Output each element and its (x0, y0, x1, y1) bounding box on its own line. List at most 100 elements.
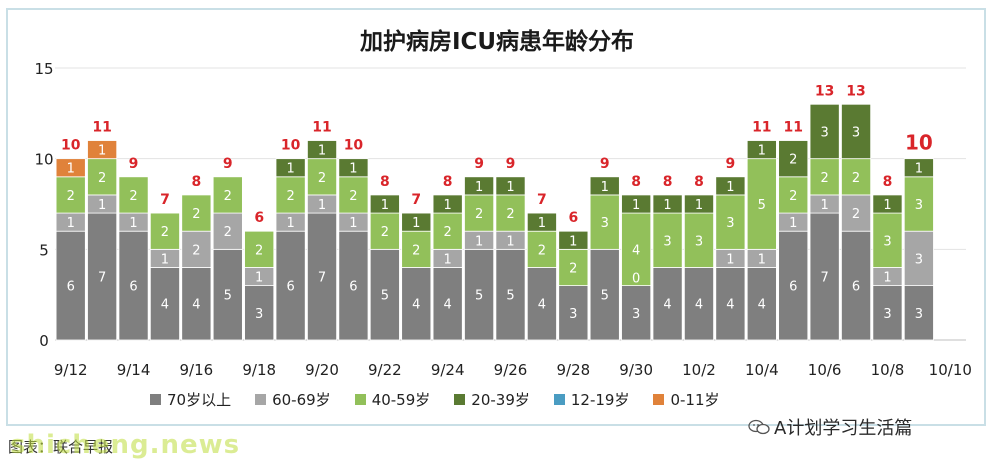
segment-label: 1 (726, 180, 734, 195)
segment-label: 1 (475, 234, 483, 249)
segment-label: 4 (192, 298, 200, 313)
segment-label: 2 (789, 153, 797, 168)
segment-label: 3 (852, 125, 860, 140)
segment-label: 2 (255, 243, 263, 258)
legend-label-0-11: 0-11岁 (670, 391, 720, 409)
segment-label: 1 (412, 216, 420, 231)
legend-label-60-69: 60-69岁 (272, 391, 331, 409)
total-label: 10 (344, 138, 364, 154)
chart-title: 加护病房ICU病患年龄分布 (359, 29, 635, 55)
segment-label: 6 (129, 280, 137, 295)
bar-segment (903, 230, 934, 286)
segment-label: 1 (161, 252, 169, 267)
legend: 70岁以上 60-69岁 40-59岁 20-39岁 12-19岁 0-11岁 (150, 389, 720, 410)
bar-segment (746, 140, 777, 160)
x-tick-label: 9/24 (431, 361, 465, 379)
segment-label: 1 (506, 234, 514, 249)
segment-label: 5 (758, 198, 766, 213)
segment-label: 2 (475, 207, 483, 222)
segment-label: 1 (569, 234, 577, 249)
segment-label: 4 (538, 298, 546, 313)
segment-label: 2 (381, 225, 389, 240)
bar-segment (872, 212, 903, 268)
segment-label: 4 (758, 298, 766, 313)
segment-label: 2 (286, 189, 294, 204)
legend-swatch-12-19 (553, 394, 565, 405)
segment-label: 1 (98, 144, 106, 159)
segment-label: 2 (98, 171, 106, 186)
total-label: 9 (600, 156, 610, 172)
bar-segment (589, 194, 620, 250)
bar-segment (715, 176, 746, 196)
legend-swatch-70plus (150, 394, 161, 405)
segment-label: 2 (569, 261, 577, 276)
total-label: 7 (537, 192, 547, 208)
bar-segment (432, 267, 463, 341)
bar-segment (558, 285, 589, 341)
total-label: 8 (694, 174, 704, 190)
segment-label: 4 (726, 298, 734, 313)
segment-label: 1 (444, 198, 452, 213)
segment-label: 1 (475, 180, 483, 195)
wechat-account-name: A计划学习生活篇 (774, 418, 913, 439)
total-label: 11 (92, 120, 111, 136)
total-label: 10 (281, 138, 301, 154)
legend-item-60-69: 60-69岁 (255, 389, 331, 410)
total-label: 10 (905, 131, 933, 155)
segment-label: 2 (852, 171, 860, 186)
segment-label: 2 (224, 225, 232, 240)
bar-segment (683, 267, 714, 341)
x-tick-label: 9/30 (619, 361, 653, 379)
total-label: 11 (312, 120, 331, 136)
x-tick-label: 9/12 (54, 361, 88, 379)
segment-label: 2 (538, 243, 546, 258)
total-label: 13 (815, 83, 834, 99)
segment-label: 2 (789, 189, 797, 204)
total-label: 8 (191, 174, 201, 190)
segment-label: 3 (915, 252, 923, 267)
segment-label: 2 (852, 207, 860, 222)
bar-segment (746, 267, 777, 341)
segment-label: 5 (601, 289, 609, 304)
x-tick-label: 9/26 (494, 361, 528, 379)
bar-segment (275, 158, 306, 178)
x-tick-label: 10/10 (929, 361, 972, 379)
segment-label: 1 (758, 144, 766, 159)
segment-label: 3 (569, 307, 577, 322)
bar-segment (872, 285, 903, 341)
site-watermark: shicheng.news (10, 430, 241, 460)
bar-segment (87, 140, 118, 160)
bar-segment (872, 194, 903, 214)
bar-segment (778, 230, 809, 341)
segment-label: 4 (695, 298, 703, 313)
y-tick-label: 0 (39, 332, 49, 350)
bar-segment (307, 212, 338, 341)
segment-label: 2 (444, 225, 452, 240)
bar-segment (715, 267, 746, 341)
segment-label: 1 (695, 198, 703, 213)
total-label: 6 (568, 210, 578, 226)
total-label: 9 (129, 156, 139, 172)
bar-segment (55, 230, 86, 341)
bar-segment (118, 230, 149, 341)
bar-segment (683, 212, 714, 268)
segment-label: 6 (852, 280, 860, 295)
bar-segment (369, 212, 400, 250)
legend-swatch-40-59 (354, 394, 366, 405)
total-label: 6 (254, 210, 264, 226)
bar-segment (369, 194, 400, 214)
segment-label: 1 (98, 198, 106, 213)
segment-label: 6 (349, 280, 357, 295)
segment-label: 2 (506, 207, 514, 222)
bar-segment (432, 194, 463, 214)
y-tick-label: 5 (39, 241, 49, 259)
bar-segment (55, 176, 86, 214)
segment-label: 4 (663, 298, 671, 313)
total-label: 13 (846, 83, 865, 99)
legend-item-40-59: 40-59岁 (354, 389, 431, 410)
bar-segment (526, 212, 557, 232)
legend-label-40-59: 40-59岁 (371, 391, 431, 409)
segment-label: 1 (349, 162, 357, 177)
bar-segment (464, 248, 495, 341)
bar-segment (432, 212, 463, 250)
